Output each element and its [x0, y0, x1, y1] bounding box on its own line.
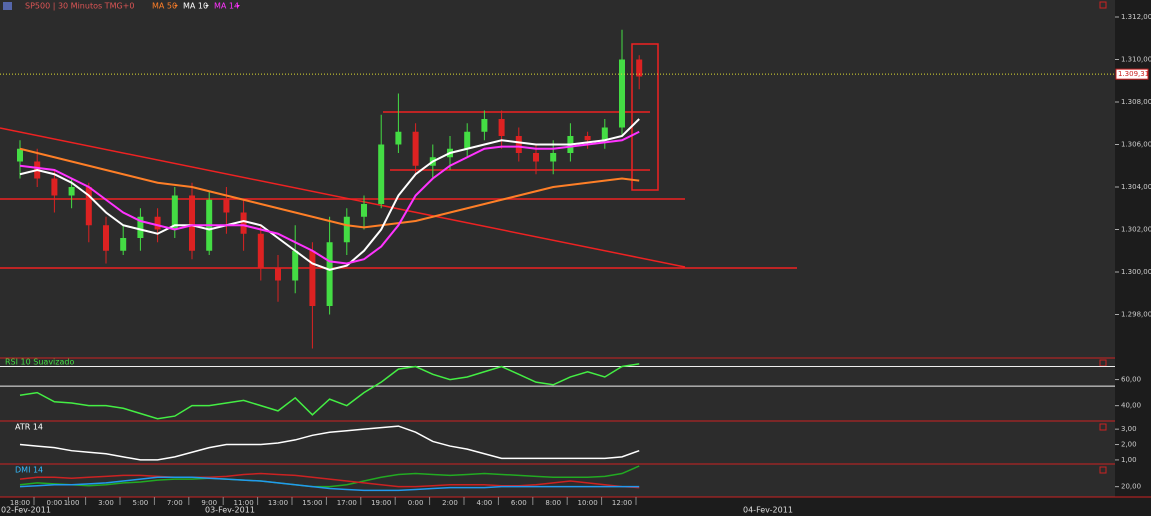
series-line: [19, 476, 640, 492]
symbol-icon[interactable]: [3, 2, 12, 10]
candle-body: [481, 119, 488, 132]
y-tick-label: 1.306,00: [1121, 141, 1151, 149]
x-tick-label: 5:00: [133, 499, 149, 507]
x-tick-label: 17:00: [337, 499, 357, 507]
last-price-box: [1115, 68, 1149, 80]
candle-body: [515, 136, 522, 153]
y-tick-label: 2,00: [1121, 441, 1137, 449]
y-tick-label: 60,00: [1121, 376, 1141, 384]
candle-body: [292, 250, 299, 281]
candle-body: [498, 119, 505, 136]
legend-arrow: [174, 5, 178, 7]
y-tick-label: 3,00: [1121, 425, 1137, 433]
x-tick-label: 4:00: [477, 499, 493, 507]
candle-body: [171, 195, 178, 230]
series-line: [19, 130, 640, 265]
candle-body: [309, 250, 316, 306]
series-line: [19, 425, 640, 461]
series-line: [19, 118, 640, 271]
candle-body: [137, 216, 144, 238]
y-tick-label: 1.312,00: [1121, 13, 1151, 21]
x-tick-label: 6:00: [511, 499, 527, 507]
trend-drawings: [0, 43, 797, 269]
candle-body: [240, 212, 247, 234]
candle-body: [343, 216, 350, 243]
x-tick-label: 19:00: [371, 499, 391, 507]
x-tick-label: 11:00: [234, 499, 254, 507]
candle-body: [275, 267, 281, 281]
x-tick-label: 18:00: [10, 499, 30, 507]
last-price-label: 1.309,31: [1118, 70, 1149, 78]
x-tick-label: 3:00: [98, 499, 114, 507]
candle-body: [533, 153, 539, 162]
candle-body: [223, 199, 230, 213]
date-labels: 02-Fev-2011 03-Fev-2011 04-Fev-2011: [1, 506, 793, 515]
y-tick-label: 40,00: [1121, 402, 1141, 410]
candle-body: [326, 242, 333, 306]
panel-title[interactable]: ATR 14: [15, 423, 43, 432]
candle-body: [85, 187, 92, 226]
panel-title[interactable]: DMI 14: [15, 466, 43, 475]
candle-body: [154, 216, 161, 230]
x-tick-label: 10:00: [578, 499, 598, 507]
candle-body: [51, 178, 58, 196]
x-tick-label: 7:00: [167, 499, 183, 507]
date-label: 03-Fev-2011: [205, 506, 255, 515]
time-axis: [0, 497, 1151, 516]
series-line: [19, 465, 640, 488]
candle-body: [17, 148, 23, 162]
candle-body: [601, 127, 608, 141]
x-tick-label: 15:00: [302, 499, 322, 507]
candle-body: [189, 195, 195, 251]
candle-body: [361, 204, 367, 217]
date-label: 04-Fev-2011: [743, 506, 793, 515]
y-tick-label: 20,00: [1121, 483, 1141, 491]
legend-label: MA 14: [214, 2, 239, 11]
candle-body: [68, 187, 75, 196]
candle-body: [120, 238, 127, 251]
plot-background: [0, 0, 1115, 497]
window-buttons[interactable]: [1099, 1, 1107, 474]
y-tick-label: 1,00: [1121, 456, 1137, 464]
x-tick-label: 9:00: [201, 499, 217, 507]
candle-body: [464, 131, 471, 149]
candle-body: [619, 59, 625, 128]
x-tick-label: 13:00: [268, 499, 288, 507]
candle-body: [103, 225, 109, 251]
series-line: [19, 472, 640, 489]
panel-title[interactable]: RSI 10 Suavizado: [5, 358, 74, 367]
candle-body: [636, 59, 643, 77]
legend-arrow: [205, 5, 209, 7]
candle-body: [550, 153, 557, 162]
candle-body: [584, 136, 591, 141]
x-tick-label: 0:00: [47, 499, 63, 507]
y-tick-label: 1.300,00: [1121, 268, 1151, 276]
x-tick-label: 0:00: [408, 499, 424, 507]
date-label: 02-Fev-2011: [1, 506, 51, 515]
candle-body: [395, 131, 402, 145]
y-tick-label: 1.308,00: [1121, 98, 1151, 106]
legend-arrow: [236, 5, 240, 7]
legend-label: MA 50: [152, 2, 177, 11]
x-tick-label: 12:00: [612, 499, 632, 507]
x-tick-label: 2:00: [442, 499, 458, 507]
price-axis: [1115, 0, 1151, 497]
x-tick-label: 8:00: [545, 499, 561, 507]
legend-label: MA 10: [183, 2, 208, 11]
candle-body: [412, 131, 419, 166]
y-tick-label: 1.302,00: [1121, 226, 1151, 234]
y-tick-label: 1.304,00: [1121, 183, 1151, 191]
series-line: [19, 363, 640, 420]
series-line: [19, 147, 640, 229]
y-tick-label: 1.298,00: [1121, 311, 1151, 319]
candle-body: [378, 144, 385, 204]
candle-body: [257, 233, 264, 268]
chart-title[interactable]: SP500 | 30 Minutos TMG+0: [25, 2, 134, 11]
panel-separators: [0, 357, 1151, 498]
x-tick-label: 1:00: [64, 499, 80, 507]
y-tick-label: 1.310,00: [1121, 56, 1151, 64]
